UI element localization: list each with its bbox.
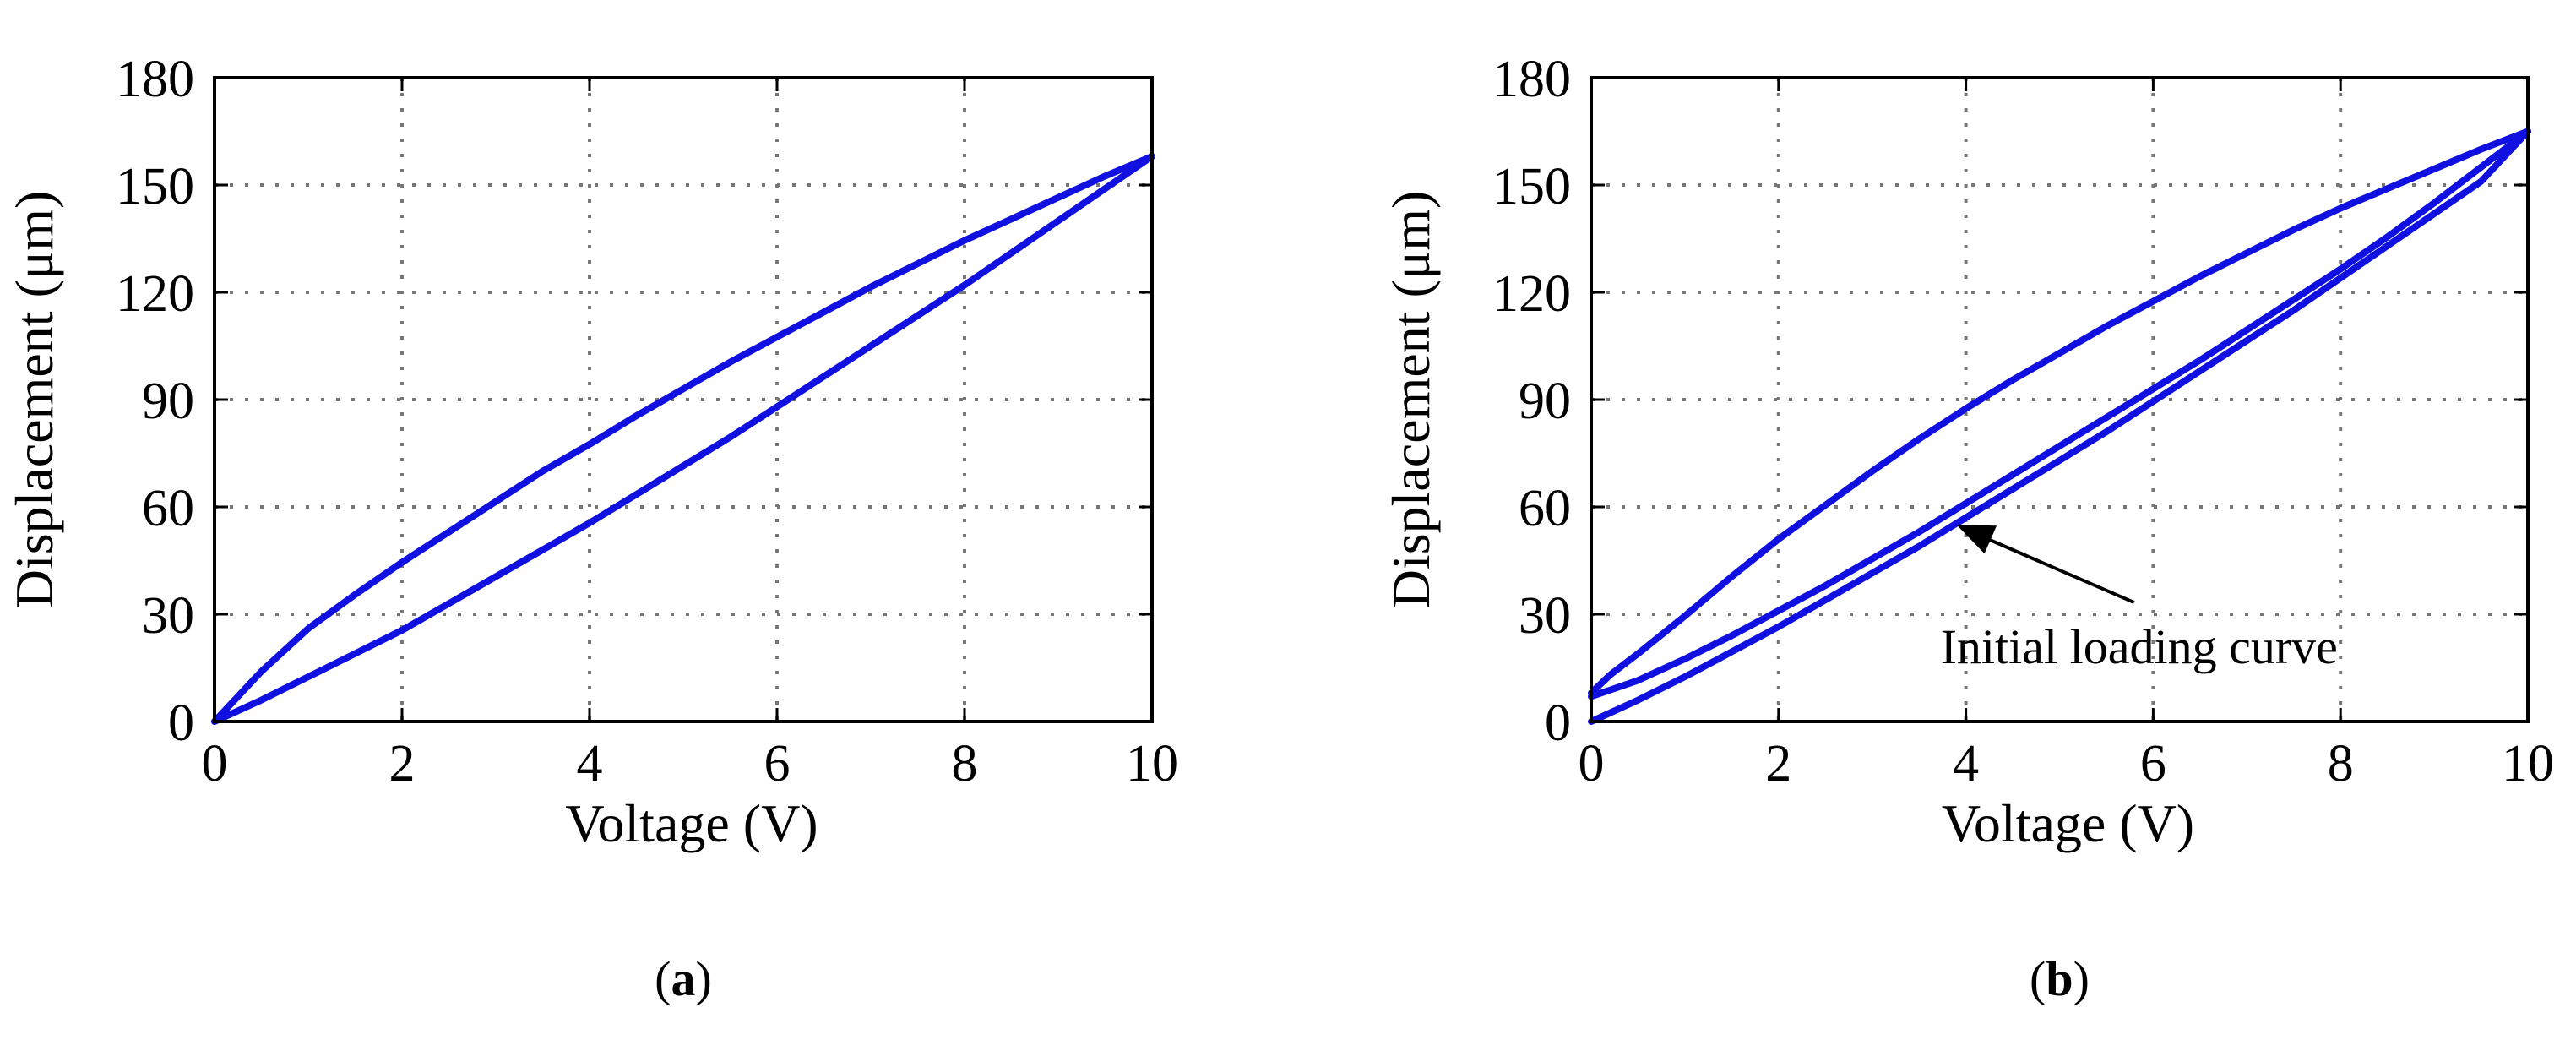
x-tick-label: 4 [577, 735, 603, 792]
y-tick-label: 0 [168, 694, 194, 752]
y-tick-label: 180 [1492, 51, 1571, 108]
panel-b: 0 2 4 6 8 10 0 30 60 90 120 150 180 Voltage (V) Displa… [1381, 51, 2554, 1006]
x-tick-label: 0 [202, 735, 228, 792]
series-line-ascending [211, 153, 1155, 725]
y-tick-label: 90 [142, 373, 194, 430]
x-axis-label: Voltage (V) [1942, 793, 2194, 853]
x-tick-label: 2 [1765, 735, 1791, 792]
series-line-ascending [1588, 128, 2531, 700]
y-tick-label: 0 [1545, 694, 1571, 752]
plot-frame [213, 76, 1154, 723]
x-tick-label: 6 [764, 735, 791, 792]
annotation-arrow-head [1956, 525, 1997, 554]
y-tick-label: 60 [142, 480, 194, 537]
y-tick-label: 30 [142, 587, 194, 645]
series-line-descending [211, 153, 1155, 725]
series-line-initial [1588, 128, 2531, 725]
x-tick-label: 10 [2502, 735, 2554, 792]
x-axis-label: Voltage (V) [565, 793, 818, 853]
y-tick-label: 150 [116, 158, 194, 215]
x-tick-label: 2 [389, 735, 416, 792]
y-tick-label: 90 [1519, 373, 1571, 430]
series-line-descending [1588, 128, 2531, 697]
x-tick-label: 6 [2140, 735, 2166, 792]
y-tick-label: 180 [116, 51, 194, 108]
x-tick-label: 8 [952, 735, 978, 792]
y-axis-label: Displacement (μm) [1381, 191, 1441, 609]
y-tick-label: 120 [1492, 265, 1571, 323]
y-tick-label: 30 [1519, 587, 1571, 645]
y-tick-label: 150 [1492, 158, 1571, 215]
x-tick-label: 0 [1579, 735, 1605, 792]
x-tick-label: 4 [1953, 735, 1979, 792]
annotation-text: Initial loading curve [1941, 619, 2338, 674]
y-tick-label: 120 [116, 265, 194, 323]
panel-a: 0 2 4 6 8 10 0 30 60 90 120 150 180 Voltage (V) Displa… [4, 51, 1178, 1006]
annotation-arrow-line [1977, 533, 2135, 604]
x-tick-label: 10 [1126, 735, 1178, 792]
panel-label: (b) [2030, 951, 2090, 1006]
panel-label: (a) [655, 951, 712, 1006]
y-tick-label: 60 [1519, 480, 1571, 537]
plot-frame [1590, 76, 2530, 723]
x-tick-label: 8 [2328, 735, 2354, 792]
y-axis-label: Displacement (μm) [4, 191, 64, 609]
